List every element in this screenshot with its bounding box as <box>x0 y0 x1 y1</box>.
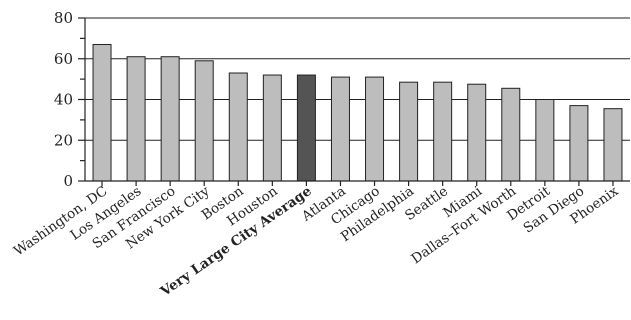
bars <box>92 43 623 182</box>
bar-5 <box>262 74 282 182</box>
bar-7 <box>330 76 350 182</box>
bar-1 <box>126 56 146 182</box>
bar-4 <box>228 72 248 182</box>
bar-15 <box>603 108 623 182</box>
y-tick-label-20: 20 <box>54 131 73 149</box>
bar-14 <box>569 105 589 182</box>
bar-3 <box>194 60 214 182</box>
bar-0 <box>92 43 112 182</box>
bar-9 <box>399 81 419 182</box>
y-tick-label-80: 80 <box>54 9 73 27</box>
bar-8 <box>365 76 385 182</box>
bar-6 <box>296 74 316 182</box>
y-tick-label-0: 0 <box>63 172 73 190</box>
y-tick-label-40: 40 <box>54 91 73 109</box>
y-tick-label-60: 60 <box>54 50 73 68</box>
axes <box>78 17 630 186</box>
bar-10 <box>433 81 453 182</box>
bar-11 <box>467 83 487 182</box>
bar-12 <box>501 87 521 182</box>
bar-13 <box>535 99 555 182</box>
bar-2 <box>160 56 180 182</box>
